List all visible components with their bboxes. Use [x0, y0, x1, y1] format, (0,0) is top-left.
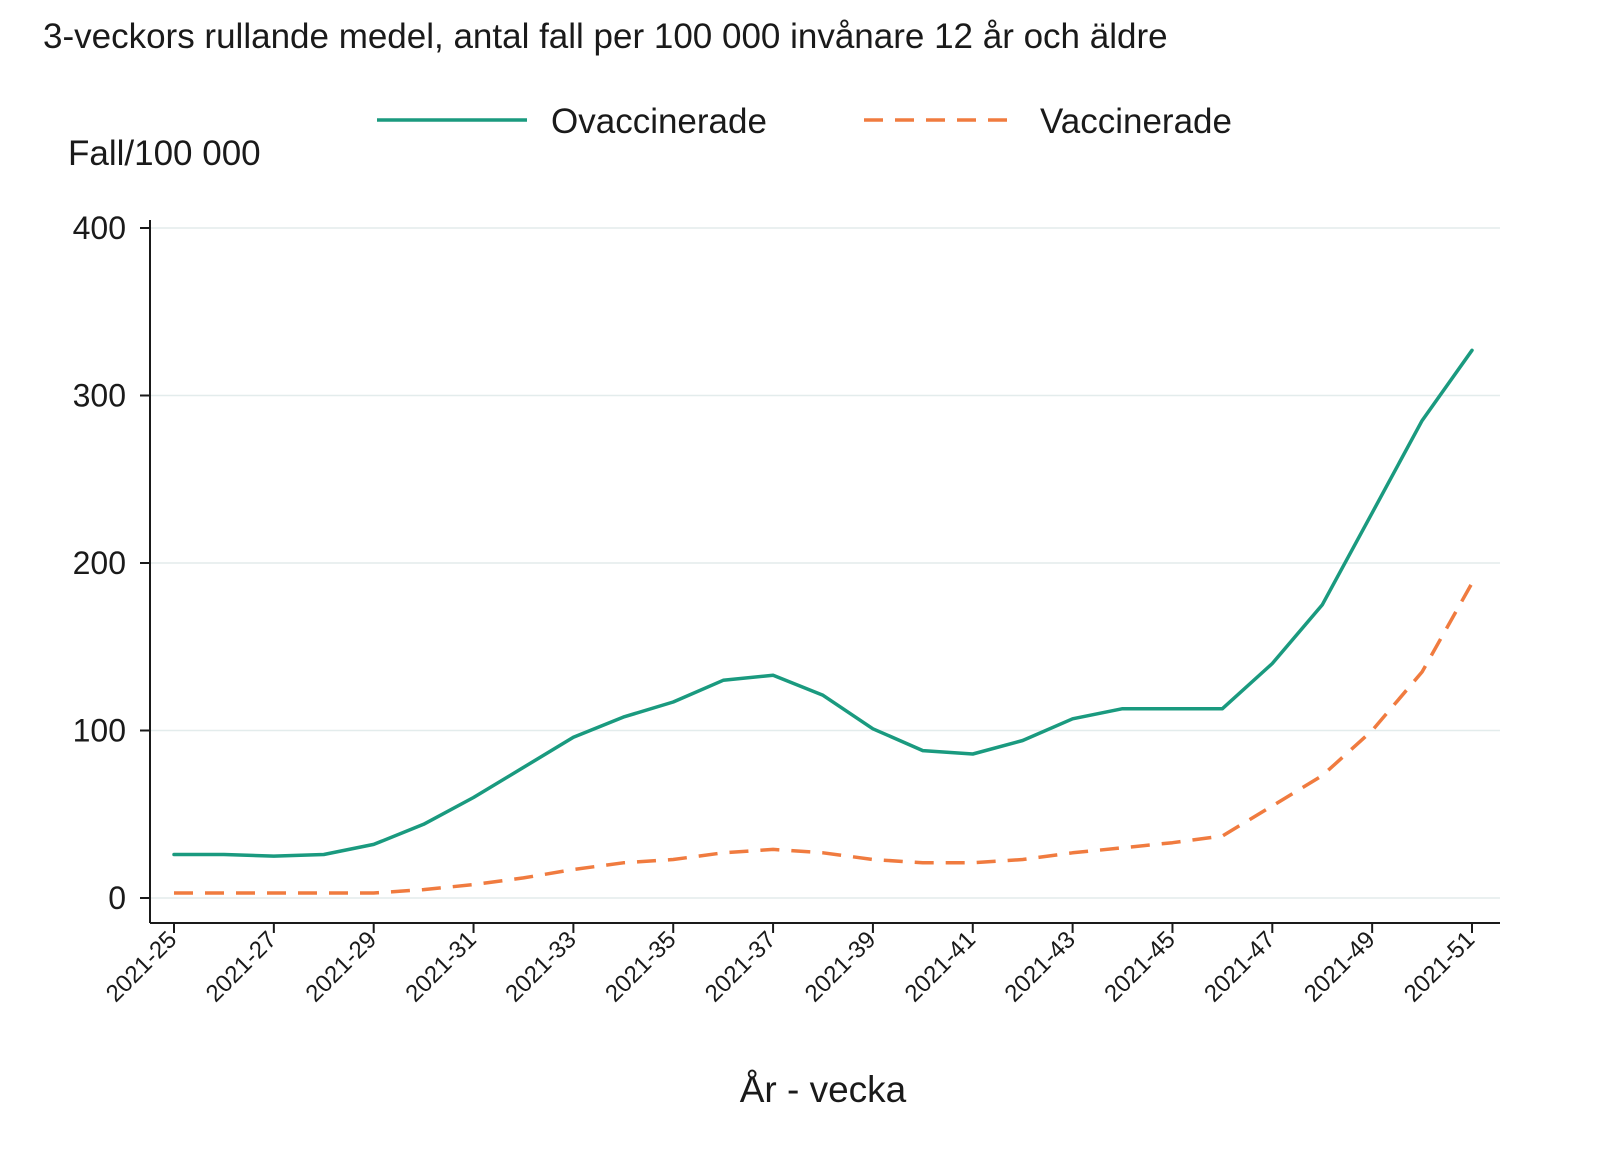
chart-title: 3-veckors rullande medel, antal fall per…: [43, 17, 1168, 56]
axes: [140, 220, 1500, 933]
x-tick-label: 2021-27: [201, 926, 282, 1007]
x-axis-label: År - vecka: [740, 1069, 907, 1110]
x-tick-label: 2021-35: [600, 926, 681, 1007]
y-tick-label: 200: [73, 545, 126, 581]
legend-label-vaccinerade: Vaccinerade: [1040, 102, 1232, 141]
x-tick-label: 2021-45: [1099, 926, 1180, 1007]
x-tick-label: 2021-31: [400, 926, 481, 1007]
legend-label-ovaccinerade: Ovaccinerade: [551, 102, 767, 141]
y-tick-labels: 0 100 200 300 400: [73, 210, 126, 916]
y-tick-label: 300: [73, 378, 126, 414]
y-tick-label: 0: [108, 880, 126, 916]
x-tick-label: 2021-33: [500, 926, 581, 1007]
series-line-ovaccinerade: [172, 348, 1474, 858]
x-tick-label: 2021-25: [101, 926, 182, 1007]
x-tick-label: 2021-39: [800, 926, 881, 1007]
y-tick-label: 100: [73, 713, 126, 749]
x-tick-label: 2021-37: [700, 926, 781, 1007]
x-tick-label: 2021-47: [1199, 926, 1280, 1007]
x-tick-label: 2021-41: [900, 926, 981, 1007]
gridlines: [150, 227, 1500, 899]
series-line-vaccinerade: [174, 582, 1474, 895]
x-tick-label: 2021-51: [1399, 926, 1480, 1007]
legend: Ovaccinerade Vaccinerade: [377, 102, 1232, 141]
series-lines: [172, 348, 1474, 895]
x-tick-label: 2021-29: [301, 926, 382, 1007]
x-tick-label: 2021-49: [1299, 926, 1380, 1007]
x-tick-labels: 2021-25 2021-27 2021-29 2021-31 2021-33 2021-…: [101, 926, 1480, 1007]
x-tick-label: 2021-43: [999, 926, 1080, 1007]
y-tick-label: 400: [73, 210, 126, 246]
y-axis-label: Fall/100 000: [68, 134, 261, 173]
